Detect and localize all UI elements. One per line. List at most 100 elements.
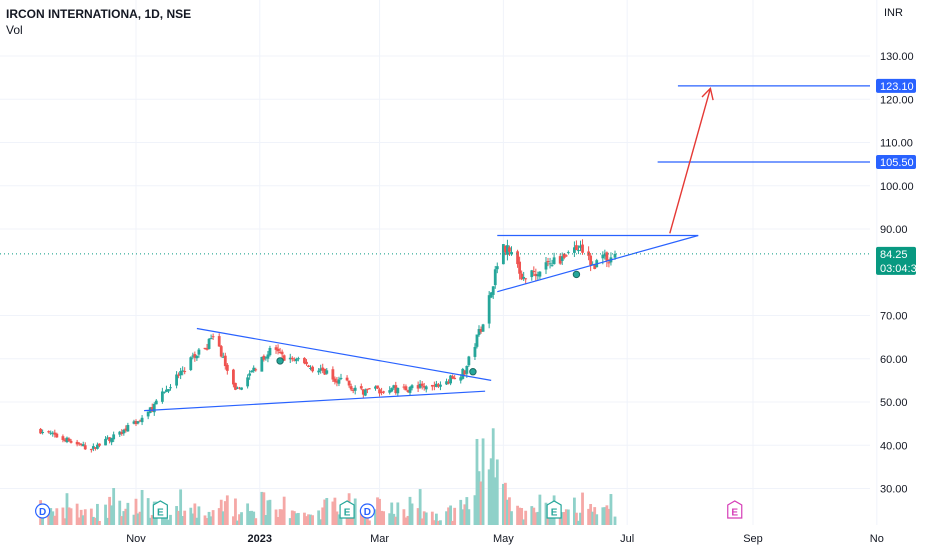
candle-body (461, 368, 465, 379)
volume-bar (508, 497, 511, 525)
volume-bar (422, 511, 426, 525)
candle (351, 388, 355, 394)
earnings-badge[interactable]: E (546, 500, 562, 519)
candle-body (503, 245, 507, 253)
alert-dot[interactable] (469, 368, 477, 376)
candle (146, 411, 150, 420)
candle-body (49, 432, 53, 434)
candle-body (280, 351, 284, 355)
candle-body (169, 387, 172, 389)
volume-bar (118, 500, 122, 525)
x-tick-label: May (493, 533, 514, 545)
price-tag-last-text: 84.25 (880, 249, 908, 261)
candle (234, 382, 237, 391)
candle (453, 375, 457, 380)
candle (530, 269, 534, 281)
volume-bar (353, 498, 357, 525)
volume-bar (337, 514, 341, 525)
candle (544, 256, 548, 275)
ascending-triangle-base-line[interactable] (497, 234, 699, 293)
descending-triangle-base-line[interactable] (144, 390, 486, 412)
candle (508, 245, 511, 256)
volume-bar (69, 508, 73, 525)
candle-body (75, 441, 79, 445)
volume-bar (378, 498, 381, 525)
earnings-badge[interactable]: E (152, 500, 168, 519)
candle-body (163, 391, 166, 393)
grid (0, 0, 878, 525)
alert-dot[interactable] (572, 270, 581, 279)
volume-indicator-label[interactable]: Vol (6, 23, 23, 37)
candle-body (282, 355, 286, 361)
candle-body (39, 428, 42, 434)
volume-bar (91, 516, 95, 525)
earnings-badge[interactable]: E (727, 500, 743, 519)
symbol-title[interactable]: IRCON INTERNATIONA, 1D, NSE (6, 7, 192, 21)
candle-body (501, 244, 505, 265)
candle (179, 367, 183, 380)
candle-body (260, 356, 264, 372)
price-tag-target-high[interactable]: 123.10 (876, 78, 916, 93)
alert-dot[interactable] (276, 357, 284, 365)
volume-bar (359, 512, 363, 525)
candle (307, 364, 310, 368)
candle (108, 437, 112, 444)
candle (408, 386, 412, 396)
volume-bar (89, 508, 93, 525)
earnings-badge-shape (339, 500, 355, 519)
candle-body (240, 387, 243, 390)
candle-body (203, 347, 207, 350)
candle (118, 430, 122, 437)
candle (333, 376, 337, 385)
candle (75, 439, 79, 447)
volume-bar (280, 509, 284, 525)
candle-body (296, 358, 300, 360)
earnings-badge-shape (546, 500, 562, 519)
time-axis[interactable]: Nov 2023 Mar May Jul Sep No (126, 533, 884, 545)
candle-body (266, 354, 270, 359)
candle (359, 383, 363, 391)
volume-bar (65, 493, 69, 525)
y-tick-label: 30.00 (880, 484, 908, 496)
volume-bar (459, 499, 463, 525)
dividend-badge[interactable]: D (359, 503, 375, 519)
price-tag-last-bg (876, 246, 916, 275)
descending-triangle-top-line[interactable] (196, 327, 492, 381)
candle (110, 437, 114, 446)
candle (195, 355, 199, 361)
candle (388, 386, 392, 395)
earnings-badge[interactable]: E (339, 500, 355, 519)
candle-body (493, 269, 497, 286)
volume-bar (351, 513, 355, 525)
candle-body (359, 386, 363, 389)
volume-bar (296, 512, 300, 525)
volume-bar (51, 511, 55, 525)
candle-body (510, 251, 513, 255)
earnings-badge-shape (727, 500, 743, 519)
volume-bar (408, 496, 412, 525)
volume-bar (522, 519, 526, 525)
candle (167, 389, 170, 394)
volume-bar (589, 504, 593, 525)
volume-bar (234, 498, 237, 525)
candle-body (613, 253, 617, 258)
price-tag-target-low[interactable]: 105.50 (876, 154, 916, 169)
volume-bar (609, 494, 613, 525)
price-axis[interactable]: INR 130.00 120.00 110.00 100.00 90.00 70.00 60.… (880, 7, 914, 496)
candle (520, 270, 524, 281)
volume-bar (506, 499, 509, 525)
volume-bar (106, 517, 109, 525)
candle (79, 443, 83, 447)
volume-bar (577, 520, 580, 525)
candle (396, 387, 400, 397)
price-tag-last[interactable]: 84.25 03:04:32 (876, 246, 923, 275)
earnings-badge-letter: E (551, 508, 558, 519)
candle (53, 429, 57, 438)
volume-bar (146, 498, 150, 525)
volume-bar (53, 515, 57, 525)
candle (368, 387, 371, 390)
candle (303, 357, 306, 365)
breakout-arrow-shaft[interactable] (669, 88, 712, 234)
dividend-badge[interactable]: D (35, 503, 51, 519)
